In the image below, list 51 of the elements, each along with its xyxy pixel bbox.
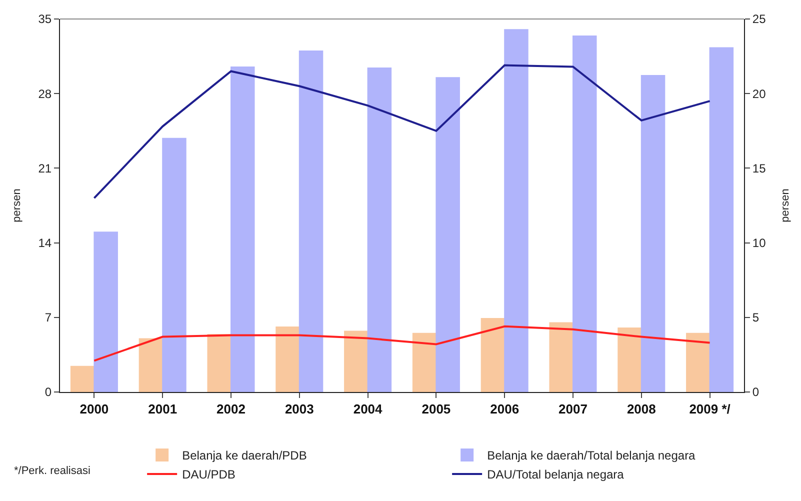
bar — [412, 332, 437, 392]
y2-tick-label: 15 — [752, 161, 766, 176]
bar — [504, 29, 528, 392]
y2-tick-label: 5 — [752, 310, 760, 325]
x-tick-label: 2002 — [216, 402, 246, 417]
y2-tick-label: 0 — [752, 385, 760, 400]
bar — [480, 318, 506, 392]
y-tick-label: 28 — [38, 86, 52, 101]
x-tick-label: 2001 — [148, 402, 178, 417]
y-tick-label: 35 — [38, 12, 52, 26]
bar — [70, 366, 95, 392]
bar — [207, 334, 232, 392]
x-tick-label: 2006 — [490, 402, 520, 417]
x-tick-label: 2007 — [558, 402, 588, 417]
legend-label: Belanja ke daerah/PDB — [182, 448, 307, 463]
legend-label: DAU/Total belanja negara — [487, 468, 624, 482]
bar — [367, 68, 392, 392]
x-tick-label: 2003 — [284, 402, 314, 417]
y-tick-label: 21 — [38, 161, 52, 176]
bar — [618, 328, 642, 392]
bar — [94, 232, 118, 392]
legend-label: Belanja ke daerah/Total belanja negara — [487, 448, 696, 463]
bar — [436, 77, 460, 392]
bar — [162, 138, 186, 392]
y2-axis-title: persen — [779, 188, 792, 222]
x-tick-label: 2008 — [626, 402, 656, 417]
bar — [298, 50, 324, 392]
bar — [549, 322, 574, 392]
y2-tick-label: 20 — [752, 86, 766, 101]
bar — [276, 326, 300, 392]
bar — [686, 332, 710, 392]
bar — [709, 47, 734, 392]
bar — [230, 66, 255, 392]
bar — [572, 36, 597, 392]
y-axis-title: persen — [10, 188, 23, 222]
line-series — [93, 325, 711, 362]
y2-tick-label: 10 — [752, 236, 766, 250]
text: */Perk. realisasi — [14, 465, 90, 477]
legend-label: DAU/PDB — [182, 468, 236, 482]
x-tick-label: 2009 */ — [689, 402, 731, 417]
x-tick-label: 2000 — [80, 402, 109, 417]
bar — [344, 330, 368, 392]
y-tick-label: 14 — [38, 236, 52, 250]
x-tick-label: 2005 — [422, 402, 451, 417]
x-tick-label: 2004 — [353, 402, 384, 417]
y-tick-label: 0 — [44, 385, 52, 400]
y2-tick-label: 25 — [752, 12, 766, 26]
line-series — [93, 64, 711, 200]
y-tick-label: 7 — [44, 310, 52, 325]
bar — [138, 338, 164, 392]
bar — [640, 74, 666, 392]
